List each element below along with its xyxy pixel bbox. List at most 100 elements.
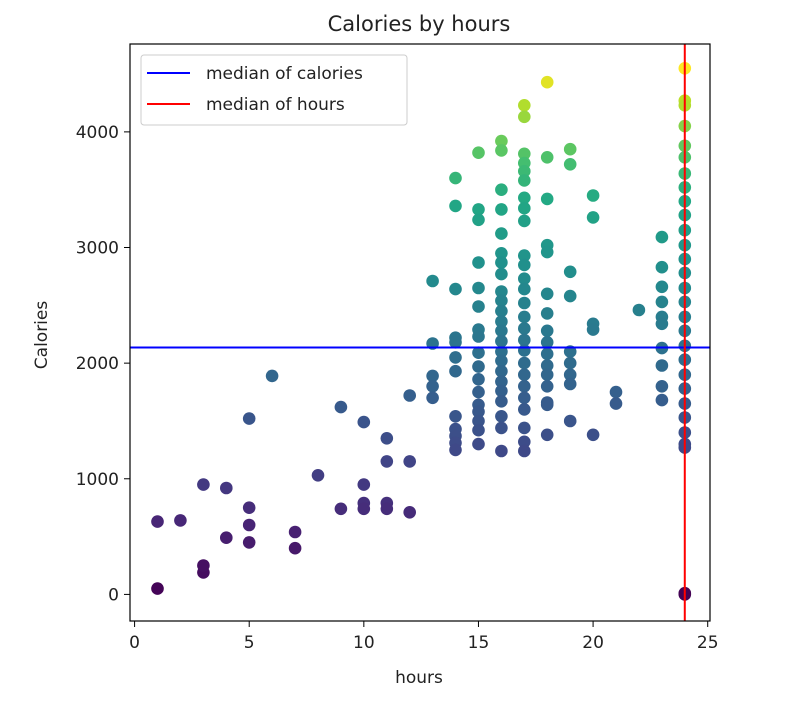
data-point	[518, 249, 531, 262]
data-point	[518, 258, 531, 272]
data-point	[540, 307, 554, 320]
data-point	[540, 75, 554, 89]
x-tick-label: 15	[468, 633, 490, 653]
y-tick-label: 4000	[76, 123, 119, 143]
x-tick-label: 0	[129, 633, 140, 653]
data-point	[265, 369, 279, 383]
x-tick-label: 20	[582, 633, 604, 653]
data-point	[540, 347, 554, 361]
data-point	[288, 541, 302, 555]
data-point	[518, 310, 531, 324]
data-point	[518, 147, 531, 161]
data-point	[334, 502, 348, 516]
data-point	[403, 455, 417, 468]
data-point	[380, 455, 394, 468]
data-point	[495, 227, 508, 240]
data-point	[449, 351, 462, 364]
data-point	[518, 435, 531, 449]
x-tick-label: 5	[244, 633, 255, 653]
data-point	[540, 287, 554, 301]
data-point	[242, 518, 256, 532]
y-tick-label: 1000	[76, 470, 119, 490]
data-point	[449, 336, 462, 349]
data-point	[472, 203, 485, 216]
data-point	[495, 375, 508, 388]
data-point	[380, 432, 394, 445]
data-point	[472, 414, 485, 428]
data-point	[495, 384, 508, 398]
data-point	[563, 289, 577, 303]
data-point	[518, 164, 531, 178]
data-point	[655, 359, 669, 372]
data-point	[495, 183, 508, 196]
data-point	[563, 158, 577, 171]
data-point	[472, 373, 485, 386]
data-point	[518, 282, 531, 296]
x-axis-ticks: 0 5 10 15 20 25	[129, 621, 719, 653]
data-point	[449, 282, 462, 296]
data-point	[151, 515, 164, 528]
data-point	[495, 395, 508, 408]
legend-box	[140, 54, 408, 126]
data-point	[655, 317, 669, 331]
data-point	[586, 189, 600, 202]
data-point	[472, 437, 485, 451]
data-point	[495, 285, 508, 298]
y-tick-label: 2000	[76, 354, 119, 374]
data-point	[540, 368, 554, 382]
y-tick-label: 0	[108, 585, 119, 605]
data-point	[518, 368, 531, 382]
data-point	[426, 391, 439, 405]
data-point	[563, 377, 577, 391]
data-point	[655, 280, 669, 294]
data-point	[563, 414, 577, 428]
data-point	[518, 380, 531, 393]
data-point	[563, 265, 577, 279]
data-point	[540, 245, 554, 259]
data-point	[426, 274, 439, 288]
data-point	[495, 315, 508, 328]
data-point	[472, 385, 485, 399]
data-point	[426, 369, 439, 383]
reference-lines	[130, 44, 710, 621]
data-point	[472, 330, 485, 343]
legend-label-median-calories: median of calories	[206, 64, 363, 84]
data-point	[540, 324, 554, 338]
data-point	[518, 191, 531, 205]
data-point	[288, 525, 302, 539]
data-point	[495, 304, 508, 318]
data-point	[563, 142, 577, 156]
data-point	[380, 502, 394, 516]
x-axis-label: hours	[395, 668, 443, 688]
y-axis-label: Calories	[32, 301, 52, 370]
data-point	[655, 230, 669, 244]
data-point	[357, 478, 371, 491]
data-point	[540, 380, 554, 393]
y-axis-ticks: 0 1000 2000 3000 4000	[76, 123, 130, 605]
x-tick-label: 25	[697, 633, 719, 653]
legend-label-median-hours: median of hours	[206, 95, 345, 115]
data-point	[197, 559, 210, 572]
data-point	[220, 481, 233, 495]
data-point	[518, 421, 531, 435]
data-point	[495, 294, 508, 308]
data-point	[632, 303, 646, 317]
data-point	[403, 506, 417, 519]
data-point	[357, 415, 371, 429]
data-point	[586, 211, 600, 224]
data-point	[449, 171, 462, 185]
data-point	[472, 256, 485, 269]
data-point	[540, 336, 554, 349]
data-point	[334, 400, 348, 414]
data-point	[449, 410, 462, 423]
data-point	[495, 203, 508, 216]
data-point	[655, 380, 669, 393]
data-point	[563, 368, 577, 382]
data-point	[449, 443, 462, 457]
data-point	[472, 281, 485, 295]
data-point	[426, 380, 439, 393]
x-tick-label: 10	[353, 633, 375, 653]
data-point	[518, 391, 531, 405]
data-point	[540, 192, 554, 206]
